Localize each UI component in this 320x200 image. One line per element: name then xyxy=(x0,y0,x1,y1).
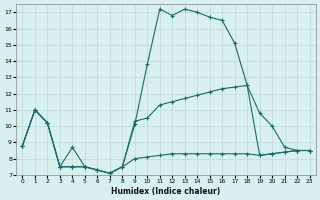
X-axis label: Humidex (Indice chaleur): Humidex (Indice chaleur) xyxy=(111,187,221,196)
